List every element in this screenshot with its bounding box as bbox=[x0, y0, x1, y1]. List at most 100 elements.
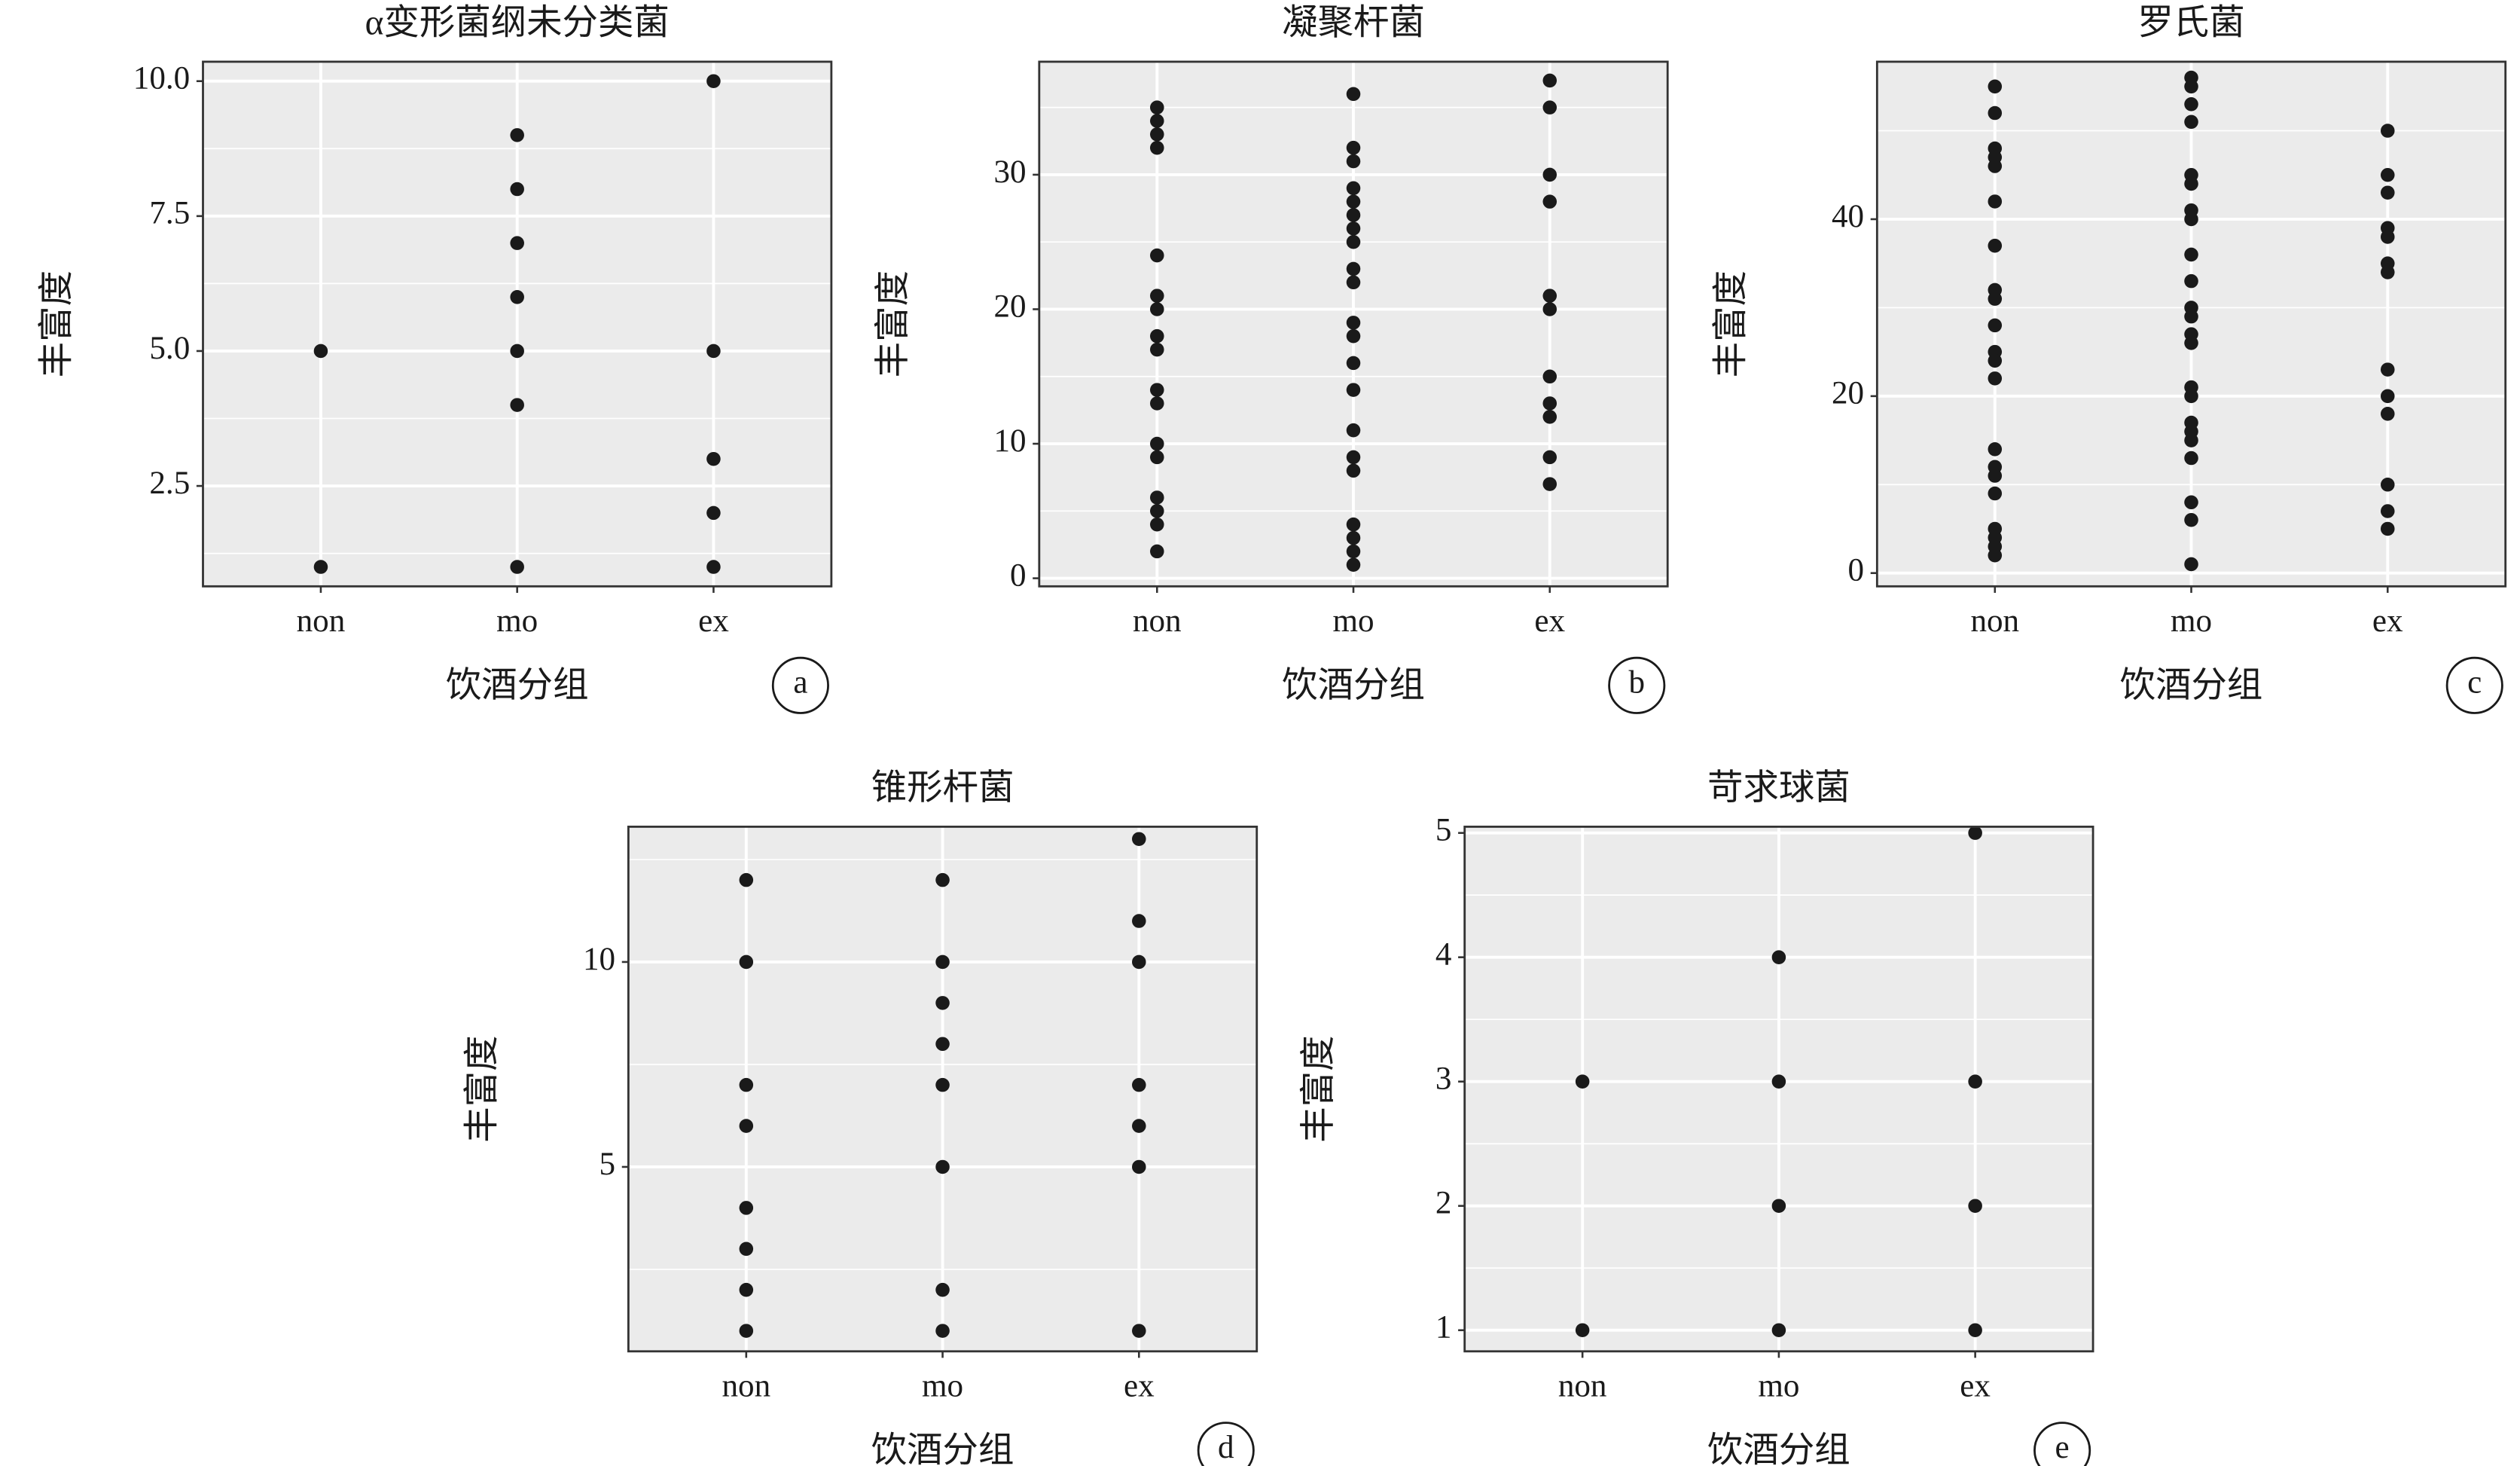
point bbox=[2184, 309, 2198, 324]
plot-border bbox=[627, 826, 1258, 1353]
point bbox=[739, 1201, 754, 1215]
point bbox=[739, 1119, 754, 1133]
panel-label: b bbox=[1628, 665, 1645, 701]
point bbox=[1771, 950, 1786, 964]
point bbox=[1132, 1159, 1146, 1174]
x-tick-label: mo bbox=[922, 1368, 963, 1403]
point bbox=[1150, 396, 1164, 411]
panel-label: e bbox=[2055, 1430, 2070, 1465]
point bbox=[1346, 356, 1361, 371]
point bbox=[510, 236, 524, 250]
point bbox=[1968, 826, 1982, 840]
point bbox=[706, 74, 721, 88]
x-tick-label: non bbox=[1133, 603, 1182, 639]
point bbox=[1346, 154, 1361, 169]
point bbox=[706, 344, 721, 359]
point bbox=[935, 996, 950, 1010]
point bbox=[706, 560, 721, 574]
point bbox=[313, 344, 328, 359]
point bbox=[313, 560, 328, 574]
chart-title: α变形菌纲未分类菌 bbox=[365, 3, 670, 42]
x-axis-label: 饮酒分组 bbox=[1707, 1431, 1850, 1466]
point bbox=[1150, 436, 1164, 451]
point bbox=[1346, 261, 1361, 276]
point bbox=[1988, 371, 2003, 386]
point bbox=[1150, 248, 1164, 263]
point bbox=[1988, 105, 2003, 121]
point bbox=[1542, 410, 1557, 424]
point bbox=[2380, 265, 2395, 279]
y-axis-label: 丰富度 bbox=[463, 1035, 502, 1142]
point bbox=[1346, 450, 1361, 465]
point bbox=[1968, 1074, 1982, 1089]
y-tick-label: 10 bbox=[583, 942, 615, 977]
point bbox=[935, 1282, 950, 1297]
point bbox=[2184, 212, 2198, 227]
point bbox=[1542, 289, 1557, 303]
chart-title: 罗氏菌 bbox=[2137, 3, 2244, 42]
point bbox=[1150, 328, 1164, 344]
point bbox=[1542, 73, 1557, 88]
y-tick-label: 0 bbox=[1010, 557, 1027, 593]
point bbox=[2380, 521, 2395, 536]
point bbox=[510, 344, 524, 359]
point bbox=[1132, 954, 1146, 970]
point bbox=[1346, 194, 1361, 209]
point bbox=[1150, 544, 1164, 559]
chart-title: 苛求球菌 bbox=[1707, 768, 1850, 808]
point bbox=[2184, 247, 2198, 262]
x-axis-label: 饮酒分组 bbox=[2120, 666, 2263, 705]
point bbox=[1988, 292, 2003, 306]
y-tick-label: 3 bbox=[1435, 1061, 1452, 1097]
x-tick-label: mo bbox=[2171, 603, 2212, 639]
panel-label: c bbox=[2467, 665, 2482, 701]
point bbox=[2380, 124, 2395, 138]
point bbox=[1346, 316, 1361, 330]
point bbox=[935, 954, 950, 970]
point bbox=[1988, 318, 2003, 333]
plot-border bbox=[1038, 60, 1669, 588]
y-tick-label: 20 bbox=[1832, 376, 1864, 411]
point bbox=[1542, 167, 1557, 182]
point bbox=[1346, 328, 1361, 344]
x-tick-label: mo bbox=[1758, 1368, 1799, 1403]
point bbox=[1968, 1323, 1982, 1338]
point bbox=[1988, 79, 2003, 94]
point bbox=[1150, 517, 1164, 532]
x-axis-label: 饮酒分组 bbox=[1282, 666, 1425, 705]
point bbox=[2380, 504, 2395, 518]
panel-label-circle bbox=[1608, 656, 1666, 714]
point bbox=[739, 1282, 754, 1297]
x-tick-label: ex bbox=[2372, 603, 2403, 639]
point bbox=[1346, 208, 1361, 222]
point bbox=[2380, 230, 2395, 244]
x-tick-label: ex bbox=[1124, 1368, 1155, 1403]
point bbox=[935, 1159, 950, 1174]
point bbox=[1150, 140, 1164, 155]
point bbox=[1150, 490, 1164, 505]
y-tick-label: 5 bbox=[1435, 813, 1452, 848]
point bbox=[1988, 194, 2003, 209]
point bbox=[1132, 832, 1146, 846]
point bbox=[1346, 181, 1361, 196]
point bbox=[1346, 140, 1361, 155]
point bbox=[1988, 442, 2003, 457]
point bbox=[1150, 127, 1164, 142]
point bbox=[1542, 396, 1557, 411]
y-tick-label: 40 bbox=[1832, 199, 1864, 234]
point bbox=[2380, 362, 2395, 377]
x-tick-label: mo bbox=[1332, 603, 1374, 639]
x-tick-label: non bbox=[1970, 603, 2019, 639]
point bbox=[739, 1242, 754, 1257]
point bbox=[510, 128, 524, 142]
point bbox=[2184, 115, 2198, 130]
point bbox=[935, 1324, 950, 1338]
point bbox=[2184, 495, 2198, 510]
point bbox=[1771, 1199, 1786, 1213]
chart-title: 凝聚杆菌 bbox=[1282, 3, 1425, 42]
point bbox=[1988, 159, 2003, 173]
x-tick-label: ex bbox=[698, 603, 729, 639]
point bbox=[935, 1037, 950, 1052]
